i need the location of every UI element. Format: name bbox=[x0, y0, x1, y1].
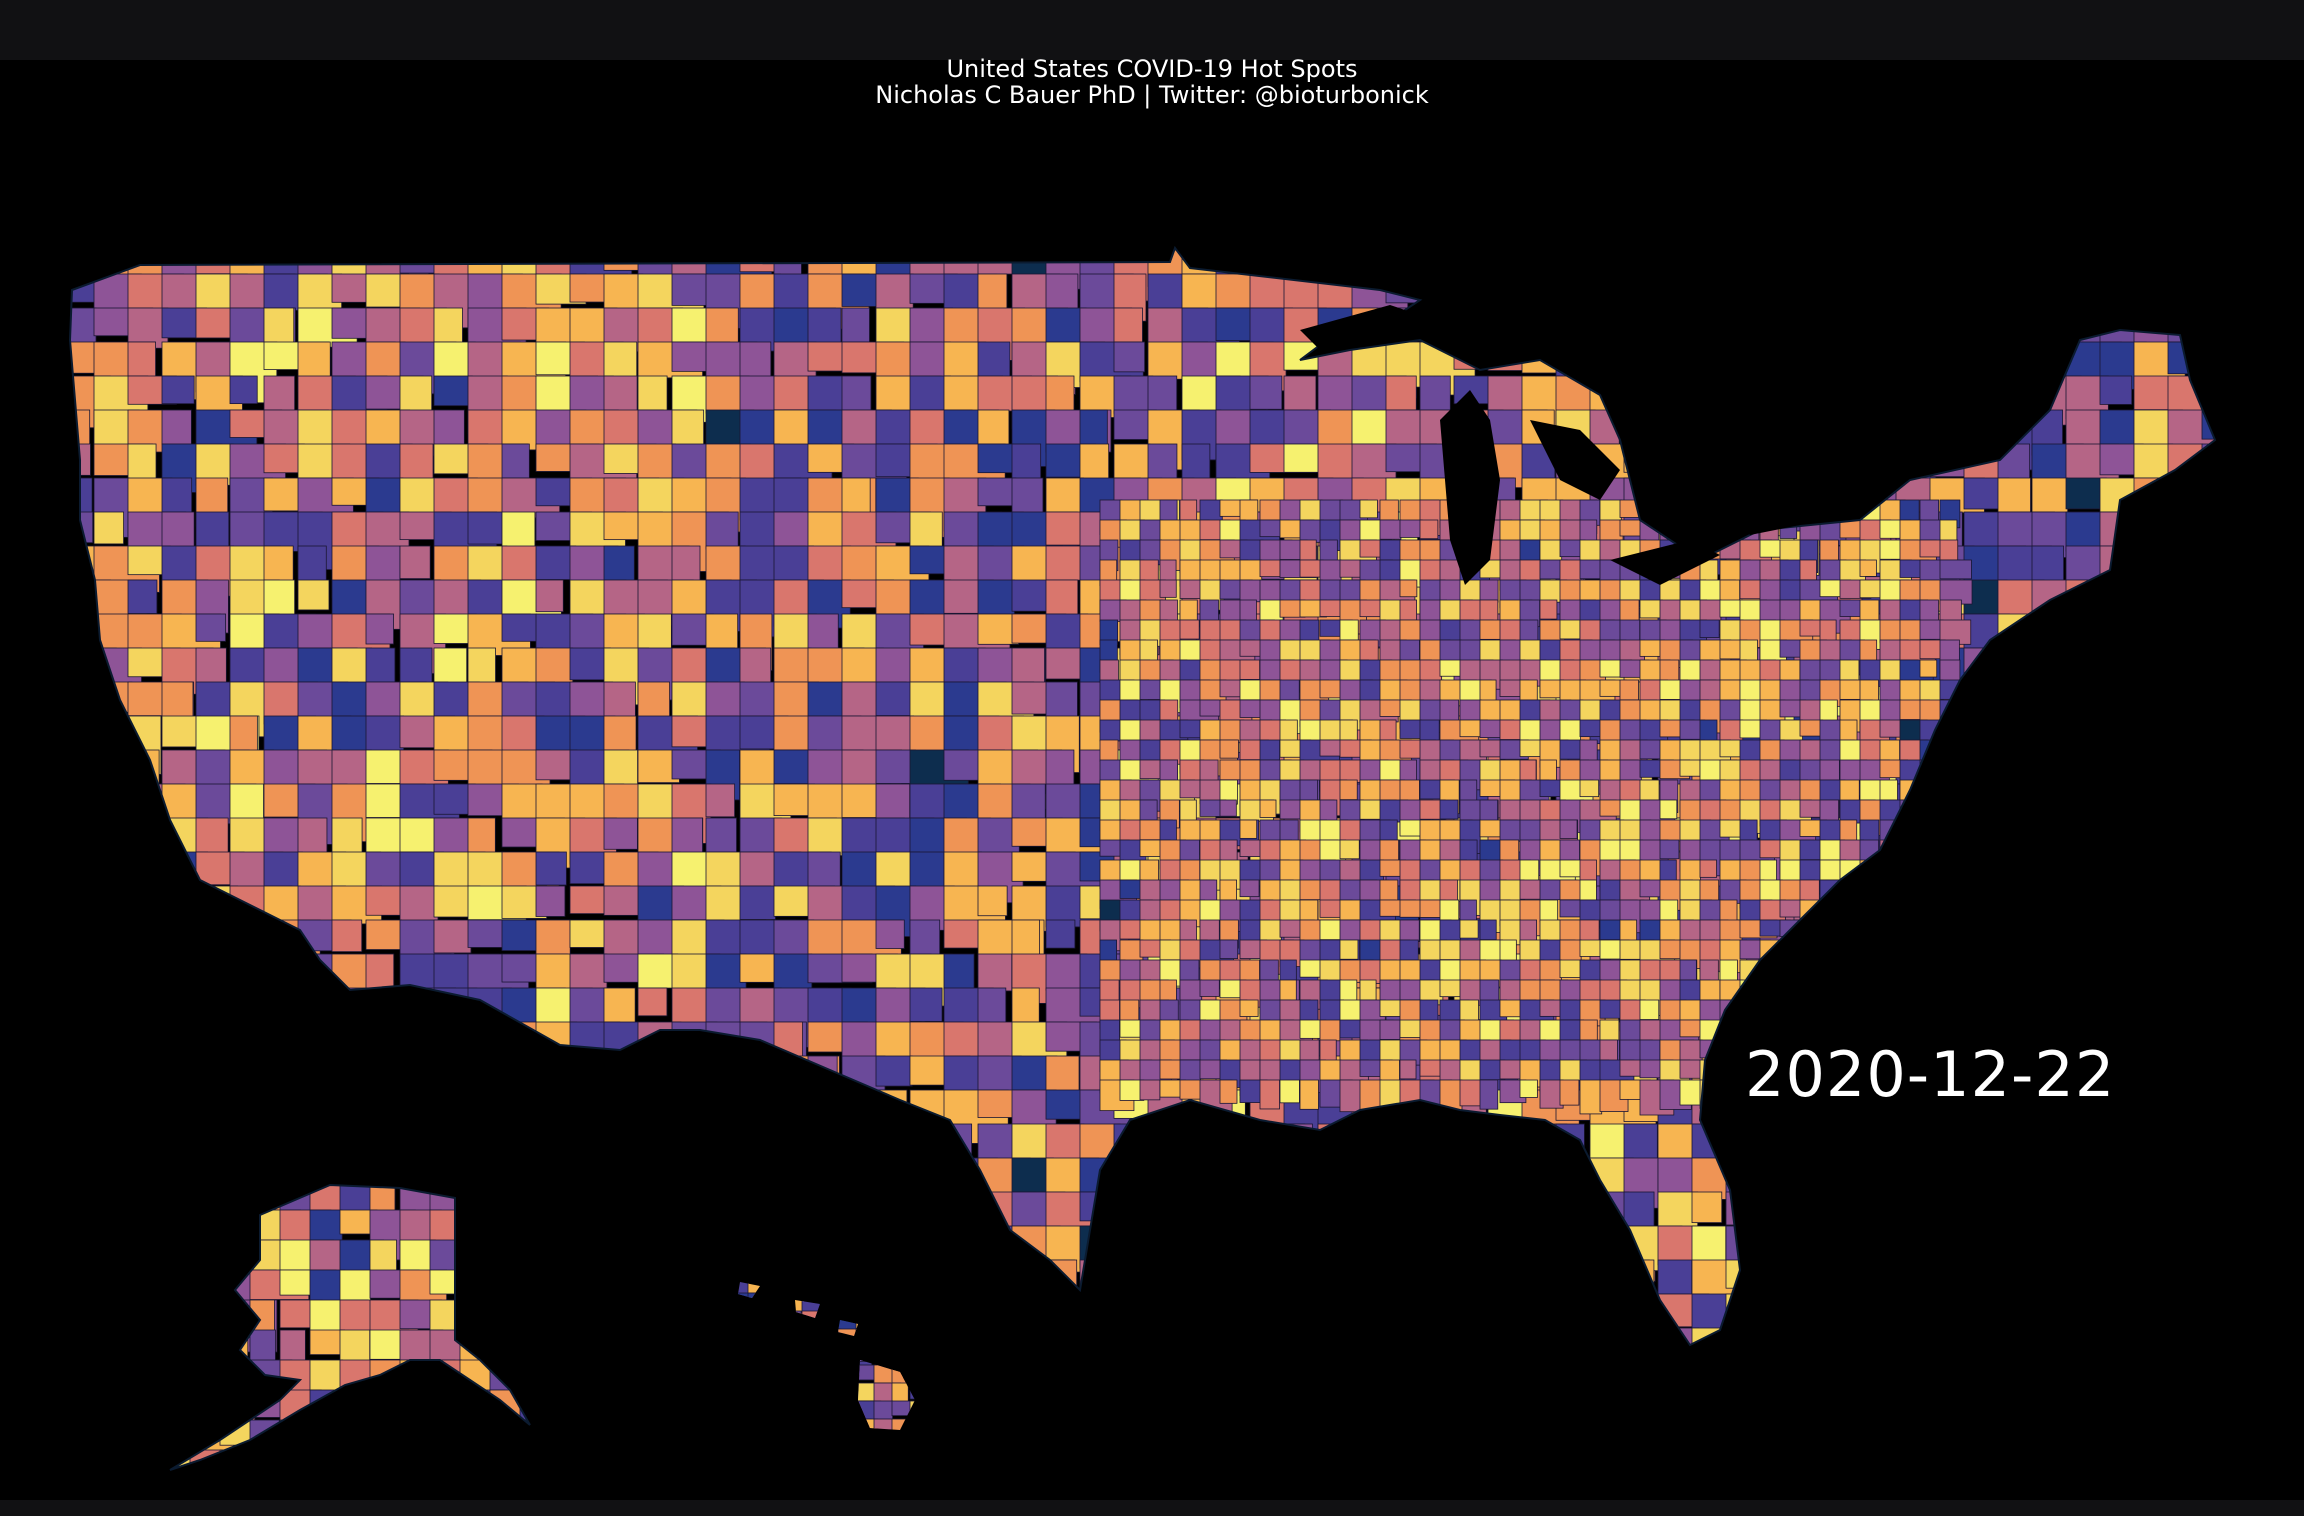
date-label: 2020-12-22 bbox=[1745, 1038, 2116, 1111]
map-subtitle: Nicholas C Bauer PhD | Twitter: @bioturb… bbox=[875, 81, 1429, 109]
great-lakes bbox=[1300, 305, 1800, 585]
bottom-bar bbox=[0, 1500, 2304, 1516]
alaska-counties bbox=[170, 1185, 530, 1470]
hawaii-counties bbox=[738, 1282, 915, 1430]
map-title: United States COVID-19 Hot Spots bbox=[946, 55, 1358, 83]
top-bar bbox=[0, 0, 2304, 60]
